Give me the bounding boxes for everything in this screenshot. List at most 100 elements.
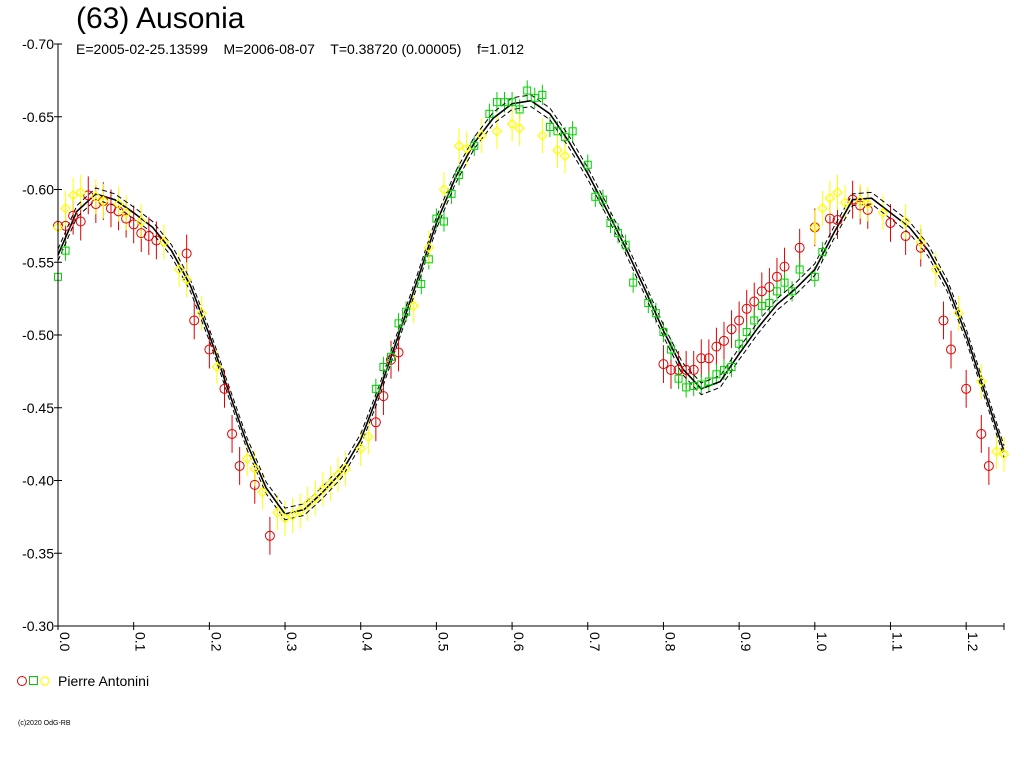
data-point-green — [561, 133, 570, 142]
data-point-green — [439, 217, 448, 226]
data-point-green — [424, 255, 433, 264]
data-point-green — [432, 214, 441, 223]
data-point-yellow — [287, 510, 298, 521]
data-point-yellow — [332, 469, 344, 481]
data-point-yellow — [832, 187, 843, 198]
x-tick-label: 0.5 — [435, 632, 451, 652]
data-point-yellow — [514, 123, 525, 134]
data-point-green — [629, 278, 638, 287]
x-tick-label: 0.2 — [208, 632, 224, 652]
data-point-green — [523, 86, 532, 95]
x-tick-label: 1.1 — [889, 632, 905, 652]
data-point-yellow — [877, 207, 889, 219]
data-point-red — [136, 228, 147, 239]
data-point-red — [711, 341, 722, 352]
chart-subtitle: E=2005-02-25.13599 M=2006-08-07 T=0.3872… — [76, 41, 525, 57]
data-point-red — [794, 242, 805, 253]
data-point-red — [227, 428, 238, 439]
data-point-green — [614, 229, 623, 238]
data-point-yellow — [408, 300, 420, 312]
data-point-green — [735, 339, 744, 348]
x-tick-label: 1.2 — [965, 632, 981, 652]
y-tick-label: -0.45 — [22, 400, 54, 416]
data-point-green — [485, 109, 494, 118]
y-tick-label: -0.70 — [22, 36, 54, 52]
data-point-yellow — [839, 197, 851, 208]
data-point-red — [90, 199, 101, 210]
data-point-red — [385, 354, 396, 365]
data-point-yellow — [241, 453, 253, 465]
y-tick-label: -0.40 — [22, 473, 54, 489]
data-point-red — [264, 530, 275, 541]
data-point-green — [644, 298, 653, 307]
data-point-green — [697, 380, 706, 389]
data-point-green — [757, 301, 766, 310]
data-point-red — [68, 210, 79, 221]
data-point-green — [780, 278, 789, 287]
data-point-yellow — [915, 236, 927, 248]
data-point-red — [771, 271, 782, 282]
data-point-red — [249, 479, 260, 490]
data-point-green — [682, 383, 691, 392]
data-point-yellow — [211, 361, 223, 373]
data-point-red — [658, 359, 669, 370]
data-point-yellow — [809, 221, 821, 233]
y-tick-label: -0.55 — [22, 254, 54, 270]
chart-title: (63) Ausonia — [76, 2, 245, 35]
data-point-green — [500, 98, 509, 107]
data-point-yellow — [423, 242, 435, 254]
legend-markers-icon — [17, 676, 50, 686]
data-point-yellow — [67, 189, 79, 201]
data-point-yellow — [317, 483, 329, 495]
data-point-red — [885, 217, 896, 228]
data-point-red — [726, 324, 737, 335]
x-tick-label: 0.4 — [360, 632, 376, 652]
data-point-red — [718, 335, 729, 346]
data-point-yellow — [340, 463, 351, 475]
data-point-yellow — [120, 207, 132, 219]
x-tick-label: 0.8 — [662, 632, 678, 652]
data-point-red — [749, 296, 760, 307]
data-point-red — [673, 364, 684, 375]
y-tick-label: -0.65 — [22, 109, 54, 125]
data-point-yellow — [272, 507, 283, 518]
data-point-yellow — [862, 198, 874, 210]
data-point-red — [378, 391, 389, 402]
x-tick-label: 0.7 — [587, 632, 603, 652]
data-point-red — [204, 344, 215, 355]
x-tick-label: 0.1 — [133, 632, 149, 652]
data-point-red — [832, 215, 843, 226]
data-point-green — [818, 248, 827, 257]
data-point-green — [689, 381, 698, 390]
data-point-yellow — [256, 486, 268, 498]
data-point-yellow — [60, 203, 71, 214]
data-point-green — [651, 309, 660, 318]
data-point-red — [219, 383, 230, 394]
data-point-yellow — [998, 448, 1010, 460]
data-point-yellow — [900, 216, 911, 227]
data-point-red — [741, 303, 752, 314]
data-point-red — [764, 281, 775, 292]
y-tick-label: -0.50 — [22, 327, 54, 343]
fit-curve-upper — [57, 94, 1005, 509]
error-bars — [57, 80, 1005, 555]
data-point-red — [128, 219, 139, 230]
data-point-yellow — [506, 118, 518, 130]
data-point-yellow — [325, 478, 336, 489]
data-point-red — [143, 231, 154, 242]
data-point-green — [394, 319, 403, 328]
data-point-yellow — [196, 307, 208, 319]
data-point-yellow — [559, 150, 571, 162]
data-point-yellow — [537, 130, 548, 142]
data-point-yellow — [98, 195, 109, 207]
data-point-green — [447, 189, 456, 198]
data-point-green — [530, 93, 539, 102]
data-point-yellow — [854, 195, 866, 207]
data-point-red — [696, 353, 707, 364]
data-point-red — [983, 460, 994, 471]
data-point-green — [553, 127, 562, 136]
data-point-yellow — [930, 264, 942, 275]
data-point-red — [688, 364, 699, 375]
legend-label: Pierre Antonini — [58, 673, 150, 689]
